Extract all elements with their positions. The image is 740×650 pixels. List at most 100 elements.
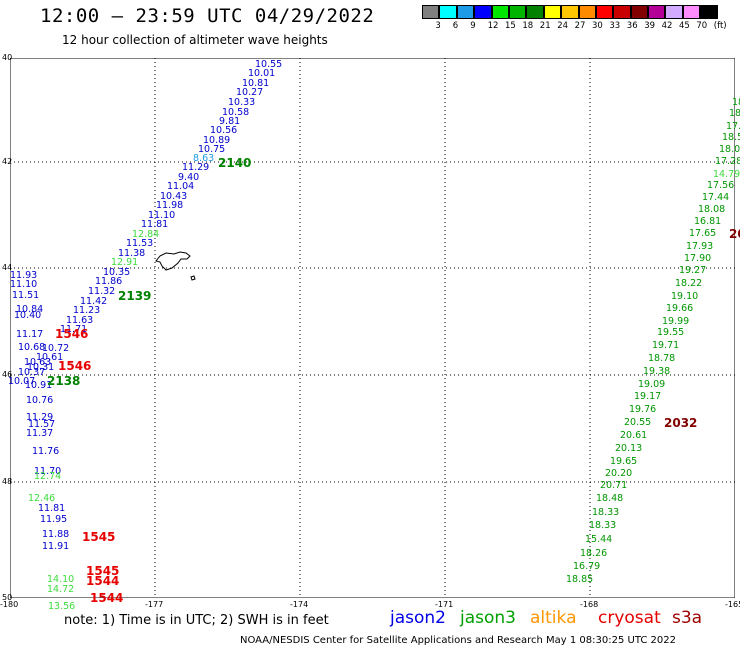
color-swatch [491,5,509,19]
swh-value-label: 19.55 [657,327,685,338]
pass-time-label: 1546 [55,327,89,341]
swh-value-label: 18.08 [698,204,726,215]
pass-time-label: 2139 [118,289,152,303]
swh-value-label: 13.56 [48,601,76,612]
swh-value-label: 11.10 [10,279,38,290]
legend-jason3: jason3 [460,608,516,628]
pass-time-label: 2140 [218,156,252,170]
swh-value-label: 17.28 [715,156,740,167]
lon-tick-label: -174 [290,600,309,609]
lat-tick-label: 40 [2,53,13,62]
pass-time-label: 2138 [47,374,81,388]
swh-value-label: 10.63 [24,357,52,368]
color-scale-label: 70 [696,21,708,31]
swh-value-label: 10.91 [25,380,53,391]
swh-value-label: 11.63 [66,315,94,326]
swh-value-label: 11.95 [40,514,68,525]
color-scale-label: 3 [435,21,441,31]
pass-time-label: 1544 [86,574,120,588]
swh-value-label: 17.44 [702,192,730,203]
swh-value-label: 11.81 [141,219,169,230]
swh-value-label: 11.93 [10,270,38,281]
swh-value-label: 18.26 [580,548,608,559]
color-swatch [422,5,440,19]
swh-value-label: 10.61 [36,352,64,363]
color-swatch [543,5,562,19]
swh-value-label: 12.46 [28,493,56,504]
swh-value-label: 10.89 [203,135,231,146]
color-swatch [439,5,457,19]
swh-value-label: 18.22 [675,278,703,289]
swh-value-label: 19.71 [652,340,680,351]
color-scale-label: 39 [644,21,656,31]
swh-value-label: 10.40 [14,310,42,321]
swh-value-label: 11.04 [167,181,195,192]
color-scale-label: 21 [539,21,551,31]
swh-value-label: 11.76 [32,446,60,457]
legend-s3a: s3a [672,608,703,628]
swh-value-label: 12.74 [34,471,62,482]
color-scale-label: 42 [661,21,673,31]
swh-value-label: 10.43 [160,191,188,202]
swh-value-label: 10.01 [248,68,276,79]
swh-value-label: 12.91 [111,257,139,268]
swh-value-label: 10.56 [210,125,238,136]
color-swatch [648,5,666,19]
swh-value-label: 17.6 [726,121,740,132]
swh-value-label: 11.38 [118,248,146,259]
swh-value-label: 14.79 [713,169,740,180]
color-swatch [578,5,596,19]
swh-value-label: 11.32 [88,286,116,297]
color-scale-label: 30 [592,21,603,31]
swh-value-label: 11.81 [38,503,66,514]
swh-value-label: 12.84 [132,229,160,240]
swh-value-label: 18.3 [732,97,740,108]
lon-tick-label: -168 [580,600,599,609]
swh-value-label: 10.68 [18,342,46,353]
swh-value-label: 9.81 [219,116,241,127]
color-scale-label: 12 [487,21,499,31]
swh-value-label: 18.07 [719,144,740,155]
color-swatch [700,5,718,19]
lat-tick-label: 44 [2,263,13,272]
swh-value-label: 10.75 [198,144,226,155]
pass-time-label: 1545 [86,564,120,578]
swh-value-label: 19.17 [634,391,662,402]
swh-value-label: 20.61 [620,430,648,441]
lon-tick-label: -177 [145,600,164,609]
swh-value-label: 17.65 [689,228,717,239]
pass-time-label: 1545 [82,530,116,544]
swh-value-label: 10.58 [222,107,250,118]
swh-value-label: 10.81 [242,78,270,89]
legend-cryosat: cryosat [598,608,661,628]
swh-value-label: 11.51 [12,290,40,301]
lat-tick-label: 50 [2,593,13,602]
color-scale-label: 36 [626,21,638,31]
color-scale-label: 15 [505,21,516,31]
color-scale-label: 27 [574,21,586,31]
swh-value-label: 15.44 [585,534,613,545]
lon-tick-label: -171 [435,600,454,609]
swh-value-label: 11.53 [126,238,154,249]
lat-tick-label: 42 [2,157,13,166]
swh-value-label: 19.09 [638,379,666,390]
swh-value-label: 10.27 [236,87,264,98]
color-scale-label: 33 [609,21,621,31]
pass-time-label: 1544 [90,591,124,605]
pass-time-label: 20 [729,227,740,241]
color-scale-labels: 3 6 9 12 15 18 21 24 27 30 33 36 39 42 45 70 (ft) [422,21,740,33]
swh-value-label: 17.56 [707,180,735,191]
color-swatch [508,5,527,19]
map-frame [10,58,735,598]
swh-value-label: 10.37 [18,367,46,378]
swh-value-label: 20.71 [600,480,628,491]
color-scale-label: 18 [522,21,534,31]
swh-value-label: 14.10 [47,574,75,585]
islet-outline [190,275,196,281]
swh-value-label: 11.42 [80,296,108,307]
swh-value-label: 16.79 [573,561,601,572]
color-scale-label: 9 [470,21,476,31]
color-swatch [456,5,475,19]
graticule [10,58,735,598]
swh-value-label: 18.78 [648,353,676,364]
